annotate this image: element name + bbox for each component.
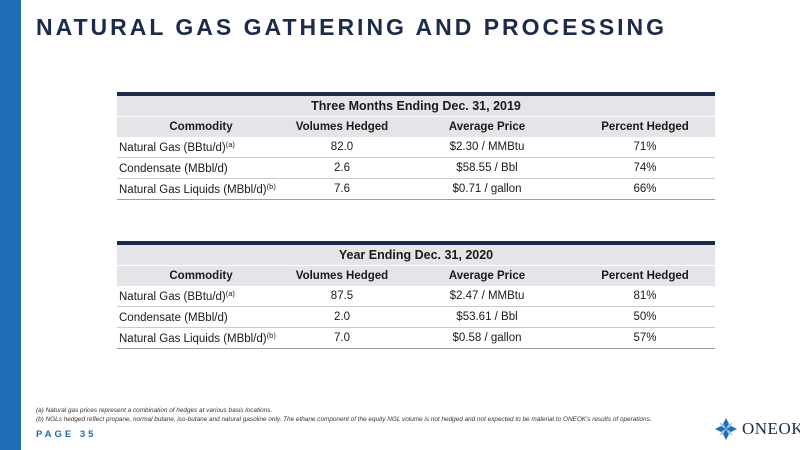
column-header-price: Average Price [399,265,575,286]
footnote-marker: (b) [266,182,276,191]
volume-cell: 2.6 [285,157,399,179]
hedge-table-2020: Year Ending Dec. 31, 2020 Commodity Volu… [117,241,715,349]
table-row: Natural Gas Liquids (MBbl/d)(b) 7.0 $0.5… [117,327,715,349]
table-row: Natural Gas (BBtu/d)(a) 87.5 $2.47 / MMB… [117,286,715,307]
column-header-volumes: Volumes Hedged [285,265,399,286]
commodity-cell: Natural Gas Liquids (MBbl/d)(b) [117,178,285,200]
table-period-title: Three Months Ending Dec. 31, 2019 [117,96,715,117]
price-cell: $53.61 / Bbl [399,306,575,328]
brand-name: ONEOK [742,419,800,438]
price-cell: $0.71 / gallon [399,178,575,200]
column-header-percent: Percent Hedged [575,265,715,286]
table-row: Natural Gas (BBtu/d)(a) 82.0 $2.30 / MMB… [117,137,715,158]
footnote-b: (b) NGLs hedged reflect propane, normal … [36,416,652,423]
oneok-logo: ONEOK [714,416,800,442]
footnote-marker: (a) [225,289,235,298]
volume-cell: 2.0 [285,306,399,328]
price-cell: $2.30 / MMBtu [399,137,575,158]
commodity-cell: Condensate (MBbl/d) [117,157,285,179]
column-header-price: Average Price [399,116,575,137]
commodity-cell: Natural Gas Liquids (MBbl/d)(b) [117,327,285,349]
footnote-marker: (a) [225,140,235,149]
column-header-volumes: Volumes Hedged [285,116,399,137]
column-header-commodity: Commodity [117,116,285,137]
percent-cell: 71% [575,137,715,158]
table-row: Condensate (MBbl/d) 2.0 $53.61 / Bbl 50% [117,306,715,328]
table-row: Condensate (MBbl/d) 2.6 $58.55 / Bbl 74% [117,157,715,179]
commodity-cell: Natural Gas (BBtu/d)(a) [117,137,285,158]
percent-cell: 74% [575,157,715,179]
percent-cell: 81% [575,286,715,307]
commodity-cell: Condensate (MBbl/d) [117,306,285,328]
volume-cell: 7.6 [285,178,399,200]
footnotes: (a) Natural gas prices represent a combi… [36,406,726,424]
column-header-percent: Percent Hedged [575,116,715,137]
volume-cell: 87.5 [285,286,399,307]
page-title: NATURAL GAS GATHERING AND PROCESSING [36,14,668,40]
footnote-marker: (b) [266,331,276,340]
oneok-logo-icon [715,418,737,440]
price-cell: $2.47 / MMBtu [399,286,575,307]
footnote-a: (a) Natural gas prices represent a combi… [36,407,273,414]
price-cell: $58.55 / Bbl [399,157,575,179]
hedge-table-2019: Three Months Ending Dec. 31, 2019 Commod… [117,92,715,200]
table-row: Natural Gas Liquids (MBbl/d)(b) 7.6 $0.7… [117,178,715,200]
volume-cell: 82.0 [285,137,399,158]
percent-cell: 57% [575,327,715,349]
left-accent-bar [0,0,21,450]
table-period-title: Year Ending Dec. 31, 2020 [117,245,715,266]
column-header-commodity: Commodity [117,265,285,286]
commodity-cell: Natural Gas (BBtu/d)(a) [117,286,285,307]
percent-cell: 66% [575,178,715,200]
volume-cell: 7.0 [285,327,399,349]
price-cell: $0.58 / gallon [399,327,575,349]
percent-cell: 50% [575,306,715,328]
page-number: PAGE 35 [36,429,97,440]
